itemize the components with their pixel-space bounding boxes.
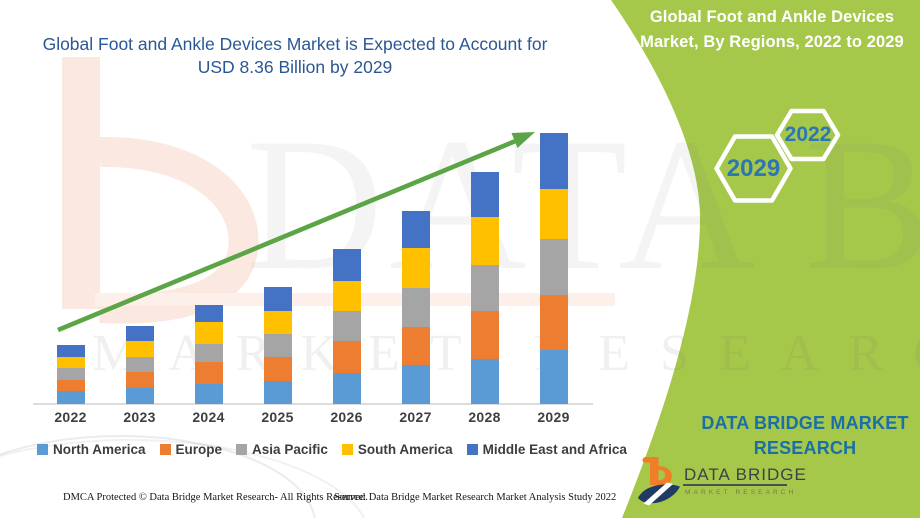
x-axis-label-2024: 2024 — [192, 409, 225, 425]
page-title: Global Foot and Ankle Devices Market is … — [12, 33, 578, 79]
x-axis-label-2025: 2025 — [261, 409, 294, 425]
segment-asia-pacific-2029 — [539, 239, 568, 295]
bar-2029 — [539, 133, 568, 404]
segment-europe-2027 — [401, 326, 430, 365]
segment-asia-pacific-2027 — [401, 288, 430, 327]
segment-south-america-2028 — [470, 217, 499, 265]
page-title-line1: Global Foot and Ankle Devices Market is … — [42, 34, 548, 54]
databridge-logo-title: DATA BRIDGE — [684, 465, 807, 484]
x-axis-label-2026: 2026 — [330, 409, 363, 425]
segment-north-america-2023 — [125, 387, 154, 404]
segment-asia-pacific-2022 — [56, 367, 85, 381]
legend-item-middle-east-and-africa: Middle East and Africa — [466, 442, 627, 457]
brand-line2: RESEARCH — [753, 438, 857, 458]
legend-label-north-america: North America — [53, 442, 146, 457]
chart-legend: North America Europe Asia Pacific South Ame… — [37, 442, 627, 457]
legend-swatch-europe — [159, 444, 171, 455]
x-axis-label-2029: 2029 — [537, 409, 570, 425]
legend-label-asia-pacific: Asia Pacific — [252, 442, 328, 457]
brand-text: DATA BRIDGE MARKET RESEARCH — [696, 411, 914, 461]
segment-europe-2024 — [194, 362, 223, 384]
page-title-line2: USD 8.36 Billion by 2029 — [197, 57, 393, 77]
x-axis-line — [33, 403, 593, 405]
trend-arrow-head — [511, 132, 535, 148]
legend-swatch-middle-east-and-africa — [466, 444, 478, 455]
legend-swatch-asia-pacific — [236, 444, 248, 455]
segment-south-america-2026 — [332, 280, 361, 312]
bar-2027 — [401, 210, 430, 404]
segment-south-america-2024 — [194, 322, 223, 344]
segment-europe-2029 — [539, 294, 568, 350]
segment-asia-pacific-2024 — [194, 343, 223, 363]
segment-asia-pacific-2025 — [263, 334, 292, 358]
bar-2026 — [332, 248, 361, 404]
x-axis-label-2023: 2023 — [123, 409, 156, 425]
segment-north-america-2024 — [194, 383, 223, 404]
legend-swatch-north-america — [37, 444, 48, 455]
source-note: Source: Data Bridge Market Research Mark… — [334, 492, 617, 503]
bar-2023 — [125, 325, 154, 404]
segment-north-america-2029 — [539, 349, 568, 404]
segment-north-america-2022 — [56, 391, 85, 404]
legend-item-asia-pacific: Asia Pacific — [236, 442, 328, 457]
x-axis-label-2022: 2022 — [54, 409, 87, 425]
segment-europe-2022 — [56, 380, 85, 392]
segment-middle-east-and-africa-2024 — [194, 304, 223, 323]
databridge-logo-icon — [638, 457, 680, 506]
segment-asia-pacific-2026 — [332, 311, 361, 342]
segment-south-america-2022 — [56, 357, 85, 368]
bar-2025 — [263, 287, 292, 404]
panel-title: Global Foot and Ankle Devices Market, By… — [624, 5, 920, 55]
bar-2022 — [56, 345, 85, 404]
legend-label-south-america: South America — [357, 442, 453, 457]
segment-south-america-2029 — [539, 188, 568, 240]
segment-europe-2028 — [470, 311, 499, 359]
segment-north-america-2027 — [401, 364, 430, 404]
bar-2028 — [470, 172, 499, 404]
brand-line1: DATA BRIDGE MARKET — [701, 413, 909, 433]
legend-swatch-south-america — [341, 444, 353, 455]
hexagon-2029-label: 2029 — [726, 155, 781, 182]
segment-south-america-2025 — [263, 310, 292, 335]
legend-label-europe: Europe — [175, 442, 223, 457]
segment-middle-east-and-africa-2025 — [263, 287, 292, 311]
databridge-logo-underline — [683, 484, 787, 486]
x-axis-label-2028: 2028 — [468, 409, 501, 425]
segment-europe-2023 — [125, 372, 154, 388]
green-panel — [611, 0, 920, 518]
segment-europe-2025 — [263, 357, 292, 381]
segment-asia-pacific-2028 — [470, 264, 499, 312]
bar-2024 — [194, 304, 223, 404]
panel-title-line1: Global Foot and Ankle Devices — [649, 8, 895, 26]
watermark-swoosh-2 — [0, 439, 366, 518]
segment-middle-east-and-africa-2027 — [401, 210, 430, 249]
segment-middle-east-and-africa-2023 — [125, 325, 154, 342]
legend-item-europe: Europe — [159, 442, 223, 457]
hexagon-2022-label: 2022 — [784, 123, 832, 146]
x-axis-label-2027: 2027 — [399, 409, 432, 425]
segment-south-america-2023 — [125, 341, 154, 358]
segment-asia-pacific-2023 — [125, 357, 154, 373]
legend-item-south-america: South America — [341, 442, 453, 457]
segment-north-america-2025 — [263, 380, 292, 404]
segment-south-america-2027 — [401, 248, 430, 289]
databridge-logo-subtitle: MARKET RESEARCH — [685, 489, 797, 496]
legend-item-north-america: North America — [37, 442, 146, 457]
segment-north-america-2028 — [470, 358, 499, 404]
watermark-swoosh — [0, 435, 316, 518]
segment-middle-east-and-africa-2026 — [332, 248, 361, 281]
segment-north-america-2026 — [332, 372, 361, 404]
segment-middle-east-and-africa-2028 — [470, 172, 499, 218]
panel-title-line2: Market, By Regions, 2022 to 2029 — [640, 33, 904, 51]
dmca-note: DMCA Protected © Data Bridge Market Rese… — [63, 492, 368, 503]
legend-label-middle-east-and-africa: Middle East and Africa — [482, 442, 627, 457]
segment-middle-east-and-africa-2029 — [539, 133, 568, 189]
segment-europe-2026 — [332, 341, 361, 373]
segment-middle-east-and-africa-2022 — [56, 345, 85, 358]
